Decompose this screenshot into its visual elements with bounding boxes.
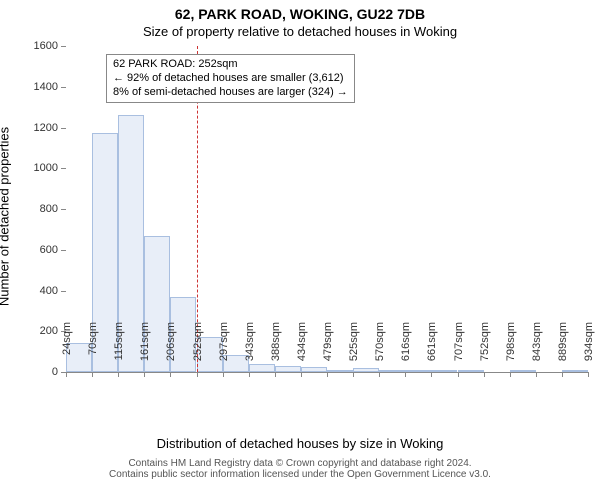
footer-line: Contains public sector information licen…: [0, 469, 600, 480]
x-tick-label: 889sqm: [557, 322, 569, 382]
y-tick-label: 1200: [0, 122, 58, 134]
footer-attribution: Contains HM Land Registry data © Crown c…: [0, 458, 600, 480]
x-tick-label: 661sqm: [426, 322, 438, 382]
y-tick-label: 600: [0, 244, 58, 256]
y-tick: [61, 209, 66, 210]
x-tick-label: 525sqm: [348, 322, 360, 382]
x-tick-label: 479sqm: [322, 322, 334, 382]
x-tick-label: 70sqm: [87, 322, 99, 382]
y-tick-label: 800: [0, 203, 58, 215]
x-tick-label: 752sqm: [479, 322, 491, 382]
chart-container: 62, PARK ROAD, WOKING, GU22 7DB Size of …: [0, 0, 600, 500]
annotation-box: 62 PARK ROAD: 252sqm← 92% of detached ho…: [106, 54, 355, 103]
y-tick-label: 1400: [0, 81, 58, 93]
y-tick: [61, 87, 66, 88]
y-tick: [61, 168, 66, 169]
y-tick: [61, 46, 66, 47]
annotation-line: 62 PARK ROAD: 252sqm: [113, 58, 348, 72]
x-tick-label: 206sqm: [165, 322, 177, 382]
y-tick-label: 200: [0, 325, 58, 337]
x-tick-label: 388sqm: [270, 322, 282, 382]
x-tick-label: 115sqm: [113, 322, 125, 382]
x-tick-label: 934sqm: [583, 322, 595, 382]
annotation-line: ← 92% of detached houses are smaller (3,…: [113, 72, 348, 86]
x-tick-label: 843sqm: [531, 322, 543, 382]
y-tick-label: 1600: [0, 40, 58, 52]
x-tick-label: 297sqm: [218, 322, 230, 382]
x-tick-label: 798sqm: [505, 322, 517, 382]
y-tick-label: 400: [0, 285, 58, 297]
y-tick: [61, 128, 66, 129]
chart-title-subtitle: Size of property relative to detached ho…: [0, 24, 600, 39]
x-tick-label: 161sqm: [139, 322, 151, 382]
y-tick-label: 0: [0, 366, 58, 378]
y-tick-label: 1000: [0, 162, 58, 174]
x-tick-label: 570sqm: [374, 322, 386, 382]
x-tick-label: 252sqm: [192, 322, 204, 382]
y-tick: [61, 291, 66, 292]
footer-line: Contains HM Land Registry data © Crown c…: [0, 458, 600, 469]
x-axis-label: Distribution of detached houses by size …: [0, 436, 600, 451]
x-tick-label: 616sqm: [400, 322, 412, 382]
annotation-line: 8% of semi-detached houses are larger (3…: [113, 86, 348, 100]
x-tick-label: 24sqm: [61, 322, 73, 382]
x-tick-label: 434sqm: [296, 322, 308, 382]
y-tick: [61, 250, 66, 251]
x-tick-label: 707sqm: [453, 322, 465, 382]
chart-title-address: 62, PARK ROAD, WOKING, GU22 7DB: [0, 6, 600, 22]
x-tick-label: 343sqm: [244, 322, 256, 382]
